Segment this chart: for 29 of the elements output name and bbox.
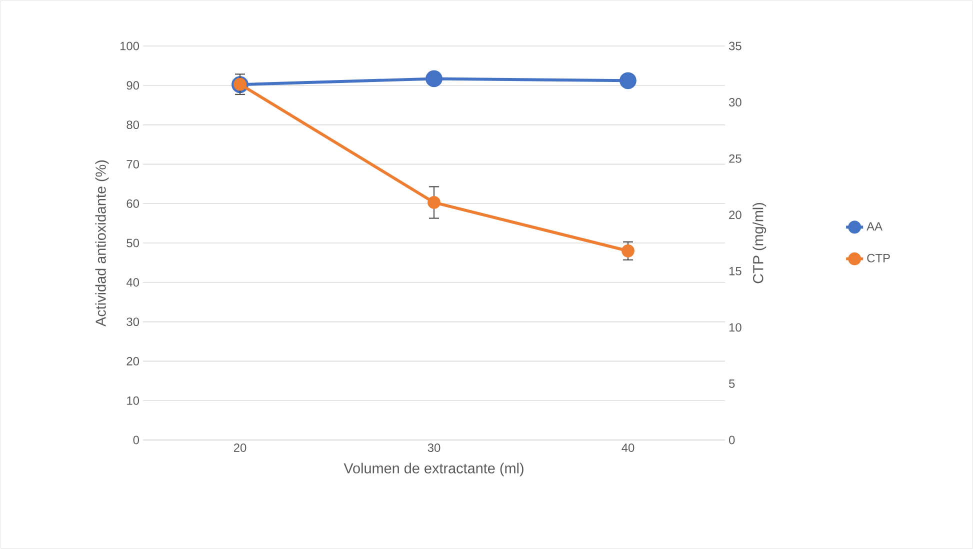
- y-tick-label: 50: [126, 238, 140, 248]
- y2-tick-label: 5: [729, 380, 735, 388]
- y-tick-label: 80: [126, 120, 140, 130]
- y2-tick-label: 35: [728, 42, 742, 50]
- y2-tick-label: 30: [728, 98, 742, 107]
- x-tick-label: 30: [428, 444, 440, 452]
- y2-axis-title: CTP (mg/ml): [752, 202, 766, 284]
- y-tick-label: 30: [126, 318, 140, 326]
- y-tick-label: 20: [126, 356, 140, 366]
- y-tick-label: 0: [133, 436, 140, 444]
- y2-tick-label: 10: [729, 323, 742, 332]
- x-tick-label: 20: [234, 444, 246, 452]
- y-tick-label: 90: [126, 81, 140, 90]
- y2-tick-label: 20: [729, 210, 742, 220]
- x-axis-title: Volumen de extractante (ml): [344, 462, 524, 476]
- y2-tick-label: 15: [729, 266, 742, 276]
- y-tick-label: 60: [126, 199, 140, 208]
- y2-tick-label: 25: [729, 154, 742, 163]
- y-axis-title: Actividad antioxidante (%): [95, 160, 109, 326]
- point: [622, 244, 634, 258]
- y2-tick-label: 0: [728, 436, 735, 444]
- x-tick-label: 40: [622, 444, 634, 452]
- y-tick-label: 70: [126, 160, 140, 168]
- y-tick-label: 40: [126, 278, 140, 287]
- y-tick-label: 100: [120, 42, 140, 50]
- point: [428, 196, 440, 209]
- y-tick-label: 10: [127, 396, 140, 405]
- legend-label: AA: [866, 222, 883, 230]
- legend-label: CTP: [867, 254, 890, 262]
